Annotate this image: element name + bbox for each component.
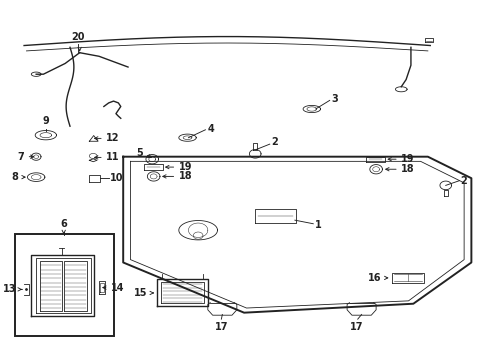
Text: 15: 15 bbox=[134, 288, 147, 298]
Text: 5: 5 bbox=[136, 148, 142, 158]
Text: 19: 19 bbox=[179, 162, 192, 172]
Text: 7: 7 bbox=[17, 152, 24, 162]
Text: 8: 8 bbox=[11, 172, 18, 182]
Text: 12: 12 bbox=[106, 134, 120, 143]
Text: 10: 10 bbox=[110, 173, 123, 183]
Text: 17: 17 bbox=[349, 321, 363, 332]
Text: 2: 2 bbox=[271, 138, 277, 147]
Text: 18: 18 bbox=[401, 164, 414, 174]
Bar bbox=[15, 234, 114, 336]
Text: 16: 16 bbox=[366, 273, 380, 283]
Text: 2: 2 bbox=[460, 176, 467, 186]
Text: 19: 19 bbox=[401, 154, 414, 164]
Text: 9: 9 bbox=[42, 116, 49, 126]
Text: 14: 14 bbox=[111, 283, 124, 293]
Text: 18: 18 bbox=[179, 171, 192, 181]
Text: 20: 20 bbox=[71, 32, 85, 42]
Text: 17: 17 bbox=[214, 321, 227, 332]
Text: 6: 6 bbox=[60, 220, 67, 229]
Text: 13: 13 bbox=[3, 284, 17, 294]
Text: 4: 4 bbox=[207, 124, 214, 134]
Text: 1: 1 bbox=[315, 220, 321, 230]
Text: 11: 11 bbox=[106, 152, 120, 162]
Text: 3: 3 bbox=[331, 94, 338, 104]
